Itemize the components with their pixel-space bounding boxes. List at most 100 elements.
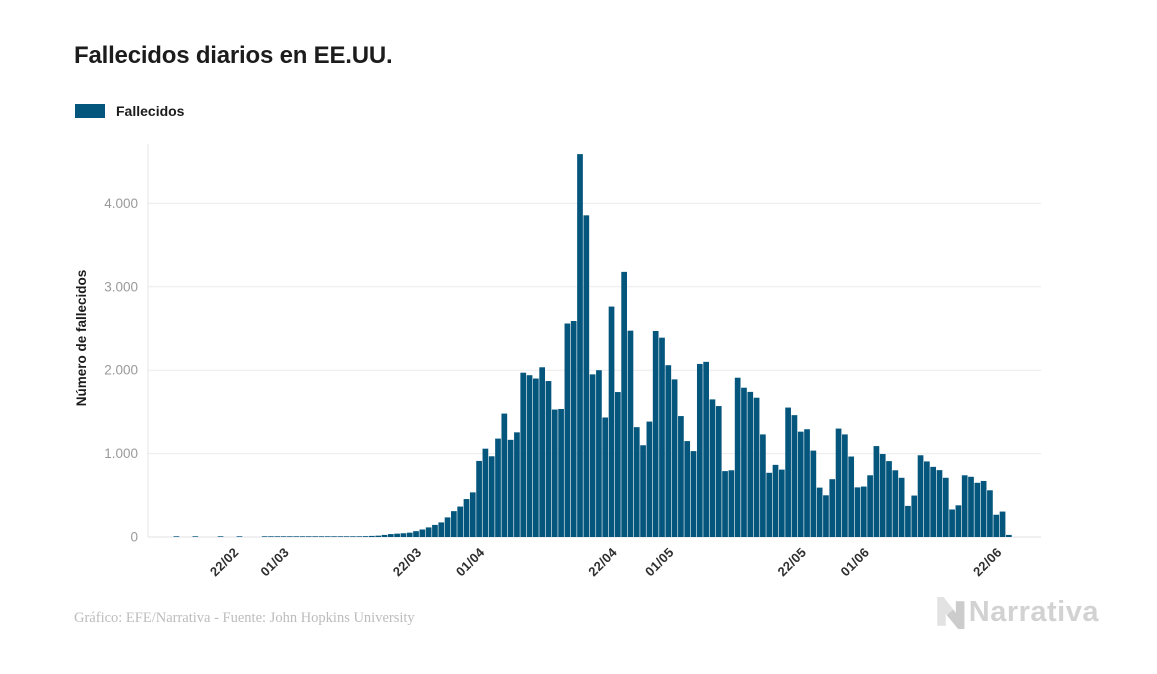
- bar-12/04[interactable]: [551, 409, 558, 537]
- bar-01/03[interactable]: [287, 536, 293, 537]
- bar-15/06[interactable]: [955, 505, 962, 537]
- bar-21/05[interactable]: [797, 431, 804, 537]
- bar-13/05[interactable]: [747, 391, 754, 537]
- bar-29/05[interactable]: [848, 456, 855, 537]
- bar-05/05[interactable]: [696, 363, 703, 537]
- bar-19/03[interactable]: [400, 533, 407, 537]
- bar-22/02[interactable]: [236, 536, 243, 537]
- bar-17/06[interactable]: [968, 476, 974, 537]
- bar-08/06[interactable]: [911, 495, 918, 537]
- bar-07/04[interactable]: [520, 372, 527, 537]
- bar-30/03[interactable]: [469, 492, 476, 537]
- bar-23/06[interactable]: [1005, 534, 1012, 537]
- bar-16/06[interactable]: [961, 475, 968, 537]
- bar-09/05[interactable]: [722, 471, 728, 537]
- bar-01/04[interactable]: [482, 448, 489, 537]
- bar-10/03[interactable]: [343, 536, 350, 537]
- bar-28/05[interactable]: [842, 434, 848, 537]
- bar-20/03[interactable]: [406, 532, 413, 537]
- bar-04/05[interactable]: [690, 451, 697, 537]
- bar-16/03[interactable]: [381, 534, 388, 537]
- bar-21/04[interactable]: [608, 306, 615, 537]
- bar-20/05[interactable]: [791, 415, 798, 537]
- bar-19/04[interactable]: [596, 370, 602, 537]
- bar-13/03[interactable]: [362, 536, 369, 537]
- bar-25/03[interactable]: [438, 522, 445, 537]
- bar-11/05[interactable]: [734, 377, 741, 537]
- bar-15/04[interactable]: [570, 320, 577, 537]
- bar-04/04[interactable]: [501, 413, 508, 537]
- bar-24/04[interactable]: [627, 330, 634, 537]
- bar-17/05[interactable]: [772, 464, 779, 537]
- bar-19/06[interactable]: [980, 480, 987, 537]
- bar-03/04[interactable]: [495, 438, 501, 537]
- bar-06/06[interactable]: [898, 477, 905, 537]
- bar-18/04[interactable]: [589, 374, 596, 537]
- bar-26/04[interactable]: [640, 445, 646, 537]
- bar-26/02[interactable]: [261, 536, 268, 537]
- bar-04/06[interactable]: [886, 461, 892, 537]
- bar-31/03[interactable]: [476, 460, 482, 537]
- legend-item-fallecidos[interactable]: Fallecidos: [75, 103, 184, 119]
- bar-04/03[interactable]: [305, 536, 312, 537]
- bar-28/02[interactable]: [274, 536, 281, 537]
- bar-21/03[interactable]: [413, 531, 419, 537]
- bar-12/06[interactable]: [936, 470, 943, 537]
- bar-07/06[interactable]: [905, 505, 911, 537]
- bar-15/03[interactable]: [375, 535, 382, 537]
- bar-23/04[interactable]: [621, 271, 627, 537]
- bar-27/03[interactable]: [451, 511, 457, 537]
- bar-06/05[interactable]: [703, 361, 709, 537]
- bar-05/06[interactable]: [892, 470, 899, 537]
- bar-16/05[interactable]: [766, 472, 773, 537]
- bar-18/03[interactable]: [394, 533, 400, 537]
- bar-28/03[interactable]: [457, 506, 464, 537]
- bar-13/06[interactable]: [942, 477, 949, 537]
- bar-05/03[interactable]: [312, 536, 318, 537]
- bar-20/06[interactable]: [987, 490, 993, 537]
- bar-06/03[interactable]: [318, 536, 325, 537]
- bar-09/04[interactable]: [533, 378, 539, 537]
- bar-29/04[interactable]: [659, 337, 665, 537]
- bar-03/05[interactable]: [684, 441, 691, 537]
- bar-09/06[interactable]: [917, 455, 924, 537]
- bar-19/02[interactable]: [217, 536, 224, 537]
- bar-20/04[interactable]: [602, 417, 609, 537]
- bar-12/05[interactable]: [741, 387, 747, 537]
- bar-27/05[interactable]: [835, 428, 842, 537]
- bar-03/06[interactable]: [879, 454, 886, 537]
- bar-17/04[interactable]: [583, 215, 590, 537]
- bar-07/03[interactable]: [324, 536, 331, 537]
- bar-24/05[interactable]: [816, 487, 823, 537]
- bar-14/06[interactable]: [949, 509, 955, 537]
- bar-07/05[interactable]: [709, 399, 716, 537]
- bar-24/03[interactable]: [432, 524, 438, 537]
- bar-27/02[interactable]: [268, 536, 274, 537]
- bar-27/04[interactable]: [646, 421, 653, 537]
- bar-15/02[interactable]: [192, 536, 199, 537]
- bar-29/02[interactable]: [280, 536, 287, 537]
- bar-12/02[interactable]: [173, 536, 180, 537]
- bar-12/03[interactable]: [356, 536, 363, 537]
- bar-03/03[interactable]: [299, 536, 306, 537]
- bar-22/06[interactable]: [999, 511, 1006, 537]
- bar-02/04[interactable]: [488, 456, 495, 537]
- bar-10/04[interactable]: [539, 367, 546, 537]
- bar-18/05[interactable]: [778, 469, 785, 537]
- bar-11/03[interactable]: [350, 536, 356, 537]
- bar-11/04[interactable]: [545, 381, 552, 537]
- bar-08/04[interactable]: [526, 375, 533, 537]
- bar-31/05[interactable]: [860, 486, 867, 537]
- bar-14/03[interactable]: [369, 535, 375, 537]
- bar-14/05[interactable]: [753, 397, 760, 537]
- bar-25/04[interactable]: [633, 427, 640, 537]
- bar-22/04[interactable]: [614, 392, 621, 537]
- bar-26/03[interactable]: [444, 517, 451, 537]
- bar-chart-canvas[interactable]: Número de fallecidos 0 1.000 2.000 3.000 4.0…: [0, 130, 1157, 610]
- bar-18/06[interactable]: [974, 482, 981, 537]
- bar-30/05[interactable]: [854, 487, 861, 537]
- bar-15/05[interactable]: [760, 434, 766, 537]
- bar-22/05[interactable]: [804, 429, 810, 537]
- bar-02/05[interactable]: [678, 416, 684, 537]
- bar-10/05[interactable]: [728, 470, 735, 537]
